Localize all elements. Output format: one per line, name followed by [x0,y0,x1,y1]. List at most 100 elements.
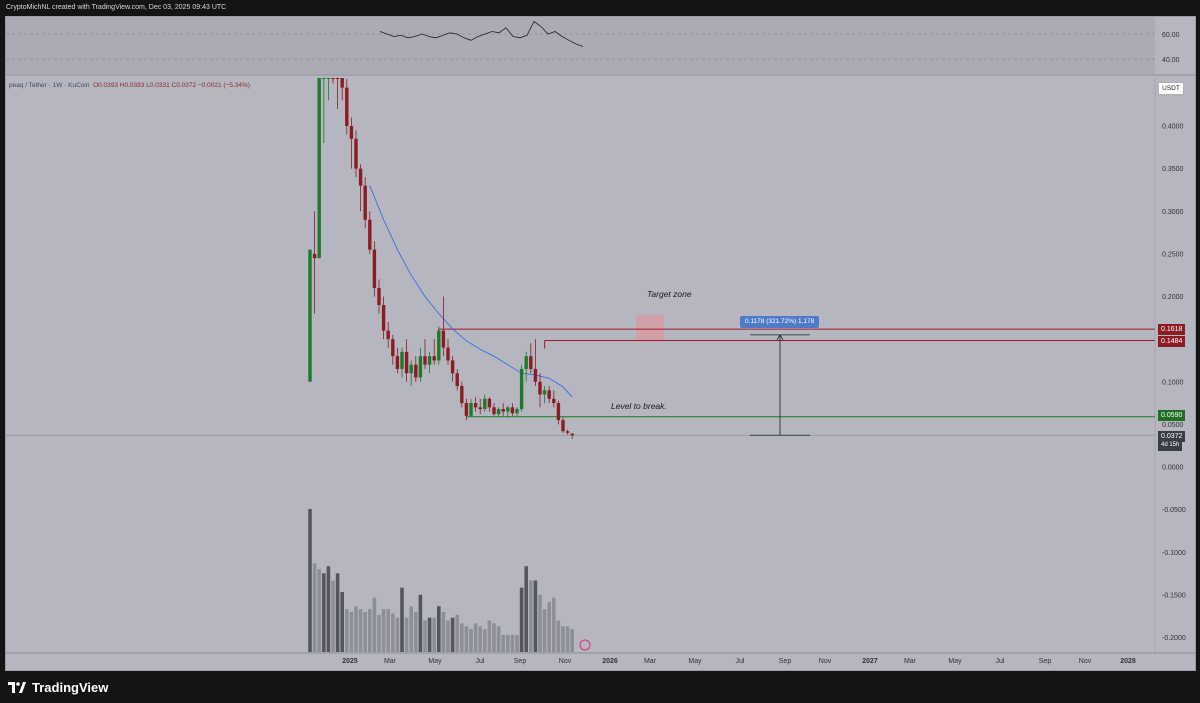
target-zone-box [636,315,664,341]
candle-body [561,420,565,432]
volume-bar [437,606,441,652]
x-tick-label: Nov [559,658,572,665]
rsi-tick-label: 60.00 [1162,32,1180,39]
y-tick-label: 0.3500 [1162,166,1184,173]
volume-bar [377,614,381,652]
candle-body [317,78,321,259]
x-tick-label: Jul [736,658,745,665]
x-tick-label: 2028 [1120,658,1136,665]
volume-bar [524,566,528,652]
x-tick-label: Mar [384,658,397,665]
candle-body [418,356,423,378]
x-tick-label: Mar [904,658,917,665]
credit-bar: CryptoMichNL created with TradingView.co… [0,0,1200,16]
volume-bar [404,617,409,652]
symbol-legend: peaq / Tether · 1W · KuCoin O0.0393 H0.0… [9,82,250,89]
x-tick-label: 2027 [862,658,878,665]
volume-bar [552,597,556,652]
price-badge-lower: 0.1484 [1158,336,1186,347]
candle-body [547,390,551,399]
volume-bar [510,634,515,652]
candle-body [501,409,505,412]
price-badge-upper: 0.1618 [1158,324,1186,335]
volume-bar [473,623,478,652]
volume-bar [317,569,321,652]
candle-body [464,403,469,416]
candle-body [565,431,570,433]
x-tick-label: Sep [779,658,792,665]
candle-body [460,386,464,404]
volume-bar [519,587,524,652]
volume-bar [331,580,335,652]
x-tick-label: Nov [1079,658,1092,665]
price-unit-selector[interactable]: USDT [1158,82,1184,95]
volume-bar [358,609,363,652]
volume-bar [423,620,427,652]
chart-panel[interactable] [5,16,1196,671]
candle-body [358,168,363,186]
candle-body [538,381,542,395]
level-to-break-label: Level to break. [611,401,667,411]
candle-body [423,356,427,365]
candle-body [340,78,344,88]
candle-body [363,185,367,220]
volume-bar [561,626,565,652]
volume-bar [340,591,344,652]
candle-body [496,409,501,415]
y-tick-label: 0.2500 [1162,251,1184,258]
x-tick-label: Sep [1039,658,1052,665]
moving-average-line [369,185,573,398]
volume-bar [409,606,413,652]
volume-bar [455,614,459,652]
candle-body [552,398,556,404]
candle-body [570,433,574,436]
measure-label: 0.1178 (321.72%) 1,178 [740,316,820,328]
x-tick-label: May [948,658,962,665]
volume-bar [469,629,473,652]
volume-bar [515,634,519,652]
candle-body [391,339,395,357]
y-tick-label: -0.0500 [1162,507,1186,514]
y-tick-label: -0.1000 [1162,550,1186,557]
volume-bar [349,611,354,652]
candle-body [441,330,446,348]
candle-body [432,356,436,361]
volume-bar [460,623,464,652]
tradingview-logo[interactable]: TradingView [8,680,108,695]
volume-bar [542,609,547,652]
volume-bar [538,594,542,652]
x-tick-label: May [688,658,702,665]
volume-bar [496,626,501,652]
volume-bar [450,617,455,652]
candle-body [345,87,349,126]
volume-bar [381,609,386,652]
target-zone-label: Target zone [647,289,692,299]
candle-body [455,373,459,387]
x-tick-label: Jul [996,658,1005,665]
price-badge-last: 0.0372 [1158,431,1186,442]
candle-body [506,407,510,412]
countdown-badge: 4d 15h [1158,440,1183,451]
candle-body [381,305,386,331]
candle-body [372,249,377,288]
tradingview-icon [8,682,26,693]
flash-icon[interactable] [579,639,591,651]
volume-bar [492,623,496,652]
credit-text: CryptoMichNL created with TradingView.co… [6,4,227,11]
candle-body [542,390,547,395]
volume-bar [565,626,570,652]
x-tick-label: Mar [644,658,657,665]
y-tick-label: 0.0000 [1162,465,1184,472]
candle-body [446,347,450,361]
y-tick-label: 0.4000 [1162,124,1184,131]
volume-bar [501,634,505,652]
volume-bar [529,580,533,652]
y-tick-label: 0.2000 [1162,294,1184,301]
x-tick-label: Nov [819,658,832,665]
rsi-line [379,20,584,47]
candle-body [377,287,381,306]
volume-bar [326,566,331,652]
x-tick-label: May [428,658,442,665]
candle-body [473,403,478,408]
